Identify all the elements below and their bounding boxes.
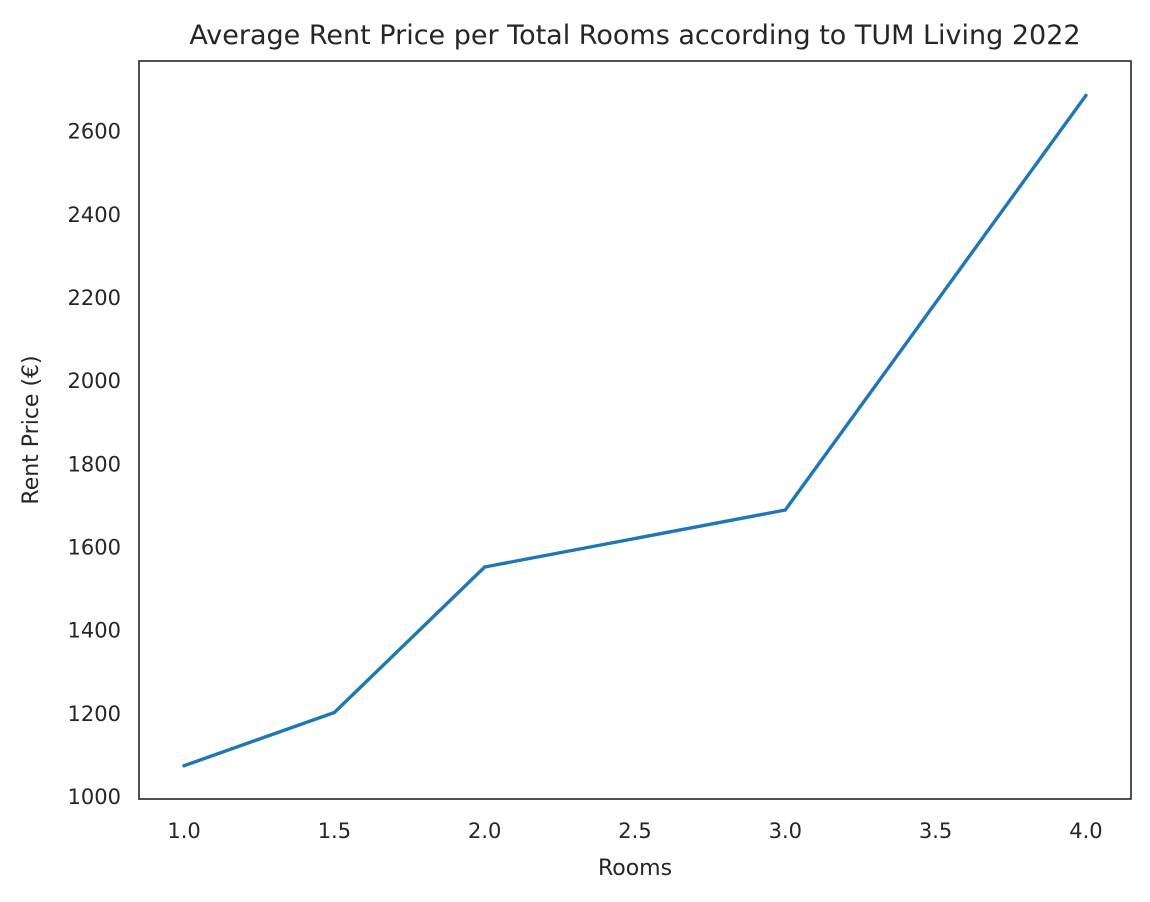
y-tick-label: 2000 <box>68 369 121 393</box>
x-tick-label: 3.5 <box>919 819 952 843</box>
x-tick-label: 1.5 <box>318 819 351 843</box>
chart-title: Average Rent Price per Total Rooms accor… <box>189 20 1080 51</box>
y-tick-label: 2600 <box>68 120 121 144</box>
y-tick-label: 2400 <box>68 203 121 227</box>
x-tick-label: 2.0 <box>468 819 501 843</box>
y-tick-label: 1000 <box>68 785 121 809</box>
y-axis-ticks: 1000 1200 1400 1600 1800 2000 2200 2400 2600 <box>68 120 121 809</box>
series-layer <box>182 93 1088 768</box>
y-tick-label: 2200 <box>68 286 121 310</box>
x-axis-label: Rooms <box>598 856 672 881</box>
data-point <box>783 508 787 512</box>
plot-area-frame <box>138 60 1132 800</box>
data-point <box>1084 93 1088 98</box>
y-tick-label: 1400 <box>68 619 121 643</box>
series-line <box>182 93 1088 768</box>
x-tick-label: 4.0 <box>1069 819 1102 843</box>
y-tick-label: 1200 <box>68 702 121 726</box>
x-tick-label: 3.0 <box>769 819 802 843</box>
x-tick-label: 1.0 <box>167 819 200 843</box>
data-point <box>332 710 337 715</box>
y-tick-label: 1800 <box>68 452 121 476</box>
y-axis-label: Rent Price (€) <box>19 355 44 504</box>
data-point <box>182 764 186 768</box>
y-tick-label: 1600 <box>68 535 121 559</box>
x-tick-label: 2.5 <box>618 819 651 843</box>
data-point <box>483 565 487 569</box>
x-axis-ticks: 1.0 1.5 2.0 2.5 3.0 3.5 4.0 <box>167 819 1102 843</box>
